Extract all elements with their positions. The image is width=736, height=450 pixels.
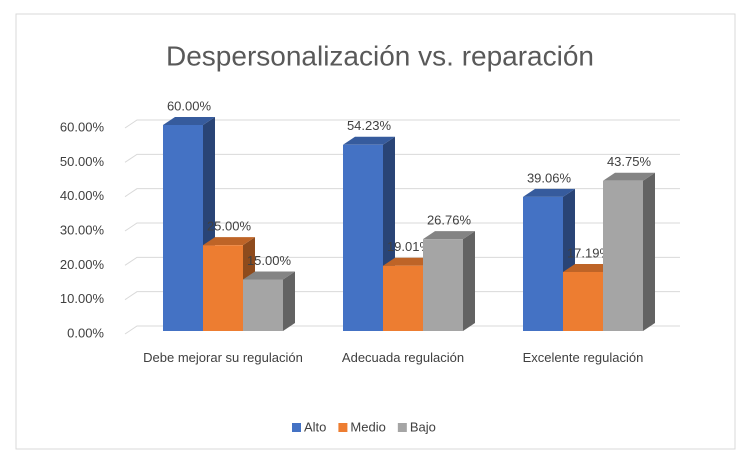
bar-side xyxy=(643,172,655,331)
bar-front xyxy=(243,279,283,331)
value-label: 17.19% xyxy=(567,245,612,260)
bar xyxy=(203,237,255,331)
bar-side xyxy=(283,271,295,331)
bar-front xyxy=(563,271,603,331)
bar xyxy=(603,172,655,331)
grid-line xyxy=(124,222,680,232)
grid-line xyxy=(124,325,680,335)
bar-top xyxy=(423,231,475,240)
value-label: 39.06% xyxy=(527,170,572,185)
value-label: 60.00% xyxy=(167,98,212,113)
bar-front xyxy=(383,265,423,331)
bar-front xyxy=(423,239,463,331)
grid-line xyxy=(124,256,680,266)
bar-top xyxy=(243,271,295,280)
legend-swatch xyxy=(292,423,301,432)
bar-top xyxy=(563,263,615,272)
legend-swatch xyxy=(338,423,348,432)
y-tick-label: 20.00% xyxy=(60,257,105,272)
value-label: 19.01% xyxy=(387,239,432,254)
bar-front xyxy=(163,125,203,331)
grid-line xyxy=(124,119,680,129)
bar-side xyxy=(463,231,475,331)
grid-line xyxy=(124,291,680,301)
value-label: 43.75% xyxy=(607,154,652,169)
y-tick-label: 10.00% xyxy=(60,291,105,306)
bar xyxy=(243,271,295,331)
bar-front xyxy=(203,245,243,331)
legend-label: Alto xyxy=(304,419,326,434)
bar-front xyxy=(523,196,563,331)
value-label: 15.00% xyxy=(247,253,292,268)
x-tick-label: Debe mejorar su regulación xyxy=(143,350,303,365)
grid-line xyxy=(124,188,680,198)
bar-top xyxy=(163,117,215,125)
bar xyxy=(423,231,475,331)
x-tick-label: Adecuada regulación xyxy=(341,350,465,365)
y-tick-label: 40.00% xyxy=(60,188,105,203)
value-label: 25.00% xyxy=(207,219,252,234)
y-tick-label: 30.00% xyxy=(60,222,105,237)
y-tick-label: 60.00% xyxy=(60,119,105,134)
y-tick-label: 0.00% xyxy=(67,325,104,340)
grid-line xyxy=(124,153,680,163)
x-tick-label: Excelente regulación xyxy=(522,350,644,365)
legend-label: Bajo xyxy=(410,419,436,434)
bar-top xyxy=(203,237,255,246)
bar-top xyxy=(343,136,395,145)
bar-top xyxy=(383,257,435,266)
bar-top xyxy=(523,188,575,197)
legend-label: Medio xyxy=(350,419,385,434)
value-label: 26.76% xyxy=(427,213,472,228)
bar-top xyxy=(603,172,655,181)
bar-front xyxy=(343,144,383,331)
legend-swatch xyxy=(397,423,407,432)
chart-title: Despersonalización vs. reparación xyxy=(166,40,594,71)
y-tick-label: 50.00% xyxy=(60,154,105,169)
bar-front xyxy=(603,180,643,331)
bar xyxy=(523,188,575,331)
value-label: 54.23% xyxy=(347,118,392,133)
